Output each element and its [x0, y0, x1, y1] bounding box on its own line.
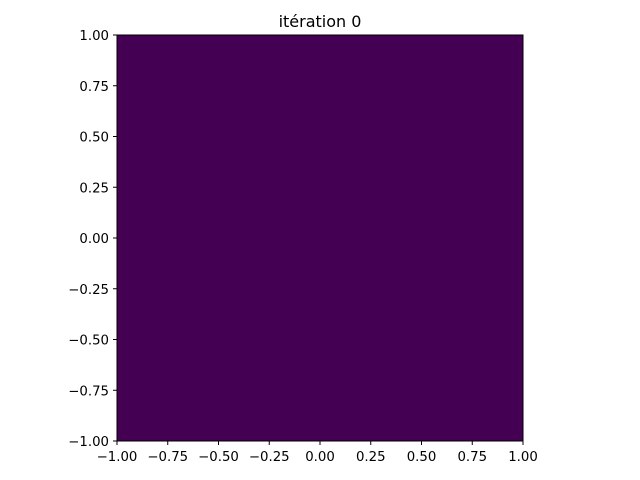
x-tick-label: 0.00 [305, 450, 335, 465]
x-tick-label: −0.50 [198, 450, 239, 465]
y-tick-label: 0.25 [79, 181, 109, 196]
x-axis: −1.00 −0.75 −0.50 −0.25 0.00 0.25 0.50 0.75 1.00 [97, 441, 538, 465]
y-tick-label: −0.50 [68, 334, 109, 349]
y-tick-label: 1.00 [79, 29, 109, 44]
x-tick-label: 0.50 [407, 450, 437, 465]
y-tick-label: −1.00 [68, 435, 109, 450]
y-tick-label: 0.00 [79, 232, 109, 247]
y-tick-label: 0.75 [79, 80, 109, 95]
y-tick-label: 0.50 [79, 131, 109, 146]
y-axis: −1.00 −0.75 −0.50 −0.25 0.00 0.25 0.50 0.75 1.00 [68, 29, 117, 450]
heatmap-field [117, 35, 523, 441]
y-tick-label: −0.75 [68, 384, 109, 399]
x-tick-label: 0.25 [356, 450, 386, 465]
y-tick-label: −0.25 [68, 283, 109, 298]
x-tick-label: −0.75 [147, 450, 188, 465]
chart-title: itération 0 [279, 12, 362, 31]
x-tick-label: 1.00 [508, 450, 538, 465]
x-tick-label: −0.25 [249, 450, 290, 465]
x-tick-label: 0.75 [457, 450, 487, 465]
x-tick-label: −1.00 [97, 450, 138, 465]
plot-area [116, 34, 524, 442]
